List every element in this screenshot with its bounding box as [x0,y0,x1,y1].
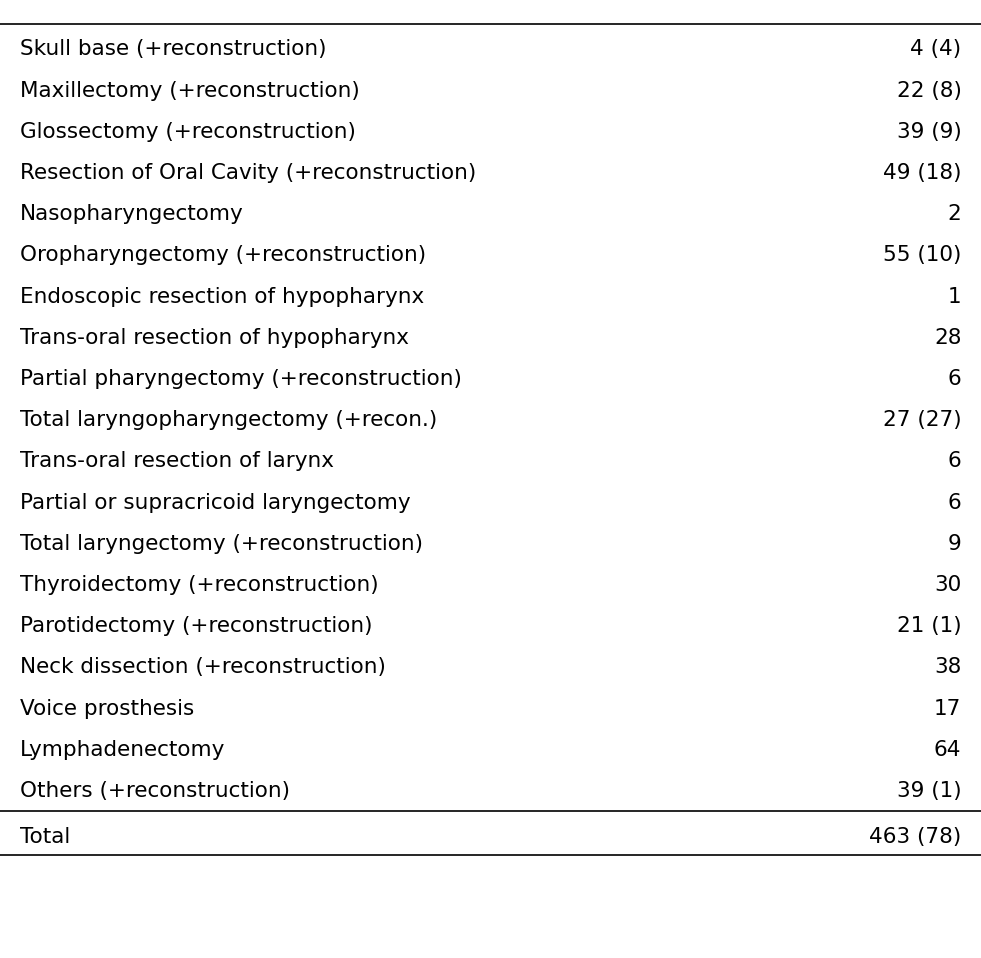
Text: 64: 64 [934,740,961,760]
Text: Parotidectomy (+reconstruction): Parotidectomy (+reconstruction) [20,616,372,636]
Text: 39 (1): 39 (1) [897,781,961,801]
Text: 463 (78): 463 (78) [869,827,961,847]
Text: Thyroidectomy (+reconstruction): Thyroidectomy (+reconstruction) [20,575,379,595]
Text: Trans-oral resection of larynx: Trans-oral resection of larynx [20,451,334,471]
Text: Glossectomy (+reconstruction): Glossectomy (+reconstruction) [20,122,355,142]
Text: 6: 6 [948,451,961,471]
Text: Resection of Oral Cavity (+reconstruction): Resection of Oral Cavity (+reconstructio… [20,163,476,183]
Text: Oropharyngectomy (+reconstruction): Oropharyngectomy (+reconstruction) [20,245,426,265]
Text: 38: 38 [934,657,961,677]
Text: 6: 6 [948,492,961,513]
Text: Total: Total [20,827,70,847]
Text: 6: 6 [948,369,961,389]
Text: Skull base (+reconstruction): Skull base (+reconstruction) [20,39,326,59]
Text: 30: 30 [934,575,961,595]
Text: 1: 1 [948,286,961,307]
Text: 2: 2 [948,204,961,224]
Text: Partial pharyngectomy (+reconstruction): Partial pharyngectomy (+reconstruction) [20,369,461,389]
Text: Trans-oral resection of hypopharynx: Trans-oral resection of hypopharynx [20,328,409,348]
Text: Maxillectomy (+reconstruction): Maxillectomy (+reconstruction) [20,80,359,101]
Text: 17: 17 [934,698,961,718]
Text: Total laryngopharyngectomy (+recon.): Total laryngopharyngectomy (+recon.) [20,410,437,430]
Text: Nasopharyngectomy: Nasopharyngectomy [20,204,243,224]
Text: Total laryngectomy (+reconstruction): Total laryngectomy (+reconstruction) [20,534,423,554]
Text: Lymphadenectomy: Lymphadenectomy [20,740,225,760]
Text: 27 (27): 27 (27) [883,410,961,430]
Text: 4 (4): 4 (4) [910,39,961,59]
Text: Voice prosthesis: Voice prosthesis [20,698,194,718]
Text: 55 (10): 55 (10) [883,245,961,265]
Text: Endoscopic resection of hypopharynx: Endoscopic resection of hypopharynx [20,286,424,307]
Text: 22 (8): 22 (8) [897,80,961,101]
Text: 39 (9): 39 (9) [897,122,961,142]
Text: Neck dissection (+reconstruction): Neck dissection (+reconstruction) [20,657,386,677]
Text: Partial or supracricoid laryngectomy: Partial or supracricoid laryngectomy [20,492,410,513]
Text: 49 (18): 49 (18) [883,163,961,183]
Text: 21 (1): 21 (1) [897,616,961,636]
Text: Others (+reconstruction): Others (+reconstruction) [20,781,289,801]
Text: 9: 9 [948,534,961,554]
Text: 28: 28 [934,328,961,348]
